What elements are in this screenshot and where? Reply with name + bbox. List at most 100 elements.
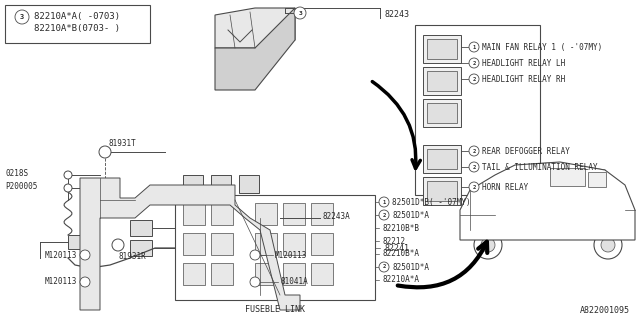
Text: M120113: M120113: [45, 251, 77, 260]
Text: REAR DEFOGGER RELAY: REAR DEFOGGER RELAY: [482, 147, 570, 156]
Text: 81931T: 81931T: [108, 139, 136, 148]
Bar: [427, 103, 457, 123]
Bar: [68, 235, 88, 249]
Bar: [423, 35, 461, 63]
Bar: [175, 195, 375, 300]
Circle shape: [469, 74, 479, 84]
Text: 81931R: 81931R: [118, 252, 146, 261]
Polygon shape: [495, 163, 550, 185]
Bar: [423, 99, 461, 127]
Circle shape: [80, 277, 90, 287]
Text: 82210A*A( -0703): 82210A*A( -0703): [34, 12, 120, 21]
Circle shape: [379, 210, 389, 220]
Bar: [183, 263, 205, 285]
Bar: [427, 181, 457, 201]
Bar: [239, 175, 259, 193]
Bar: [311, 203, 333, 225]
Text: FUSEBLE LINK: FUSEBLE LINK: [245, 305, 305, 314]
Polygon shape: [560, 163, 610, 185]
Bar: [255, 263, 277, 285]
Text: 82501D*B( -'07MY): 82501D*B( -'07MY): [392, 197, 470, 206]
Text: 2: 2: [472, 164, 476, 170]
Polygon shape: [215, 8, 295, 90]
FancyArrowPatch shape: [372, 82, 420, 168]
Bar: [183, 203, 205, 225]
Circle shape: [64, 184, 72, 192]
Bar: [427, 71, 457, 91]
Circle shape: [379, 262, 389, 272]
Text: MAIN FAN RELAY 1 ( -'07MY): MAIN FAN RELAY 1 ( -'07MY): [482, 43, 602, 52]
Text: 81041A: 81041A: [280, 277, 308, 286]
Text: 2: 2: [472, 148, 476, 154]
Circle shape: [469, 146, 479, 156]
Text: 82212: 82212: [382, 236, 405, 245]
Bar: [427, 149, 457, 169]
Text: HORN RELAY: HORN RELAY: [482, 182, 528, 191]
Bar: [415, 25, 540, 195]
Bar: [311, 263, 333, 285]
Text: 82501D*A: 82501D*A: [392, 211, 429, 220]
Text: 3: 3: [298, 11, 302, 15]
Text: 82241: 82241: [384, 244, 409, 252]
Circle shape: [112, 239, 124, 251]
Text: 82210A*A: 82210A*A: [382, 276, 419, 284]
Bar: [550, 168, 585, 186]
Circle shape: [80, 250, 90, 260]
Bar: [423, 67, 461, 95]
Text: 2: 2: [382, 265, 386, 269]
Circle shape: [250, 277, 260, 287]
Circle shape: [294, 7, 306, 19]
Bar: [183, 233, 205, 255]
Bar: [423, 177, 461, 205]
Bar: [427, 39, 457, 59]
Polygon shape: [465, 195, 490, 215]
Circle shape: [481, 238, 495, 252]
Bar: [211, 233, 233, 255]
Text: 82501D*A: 82501D*A: [392, 262, 429, 271]
Bar: [255, 233, 277, 255]
Text: 2: 2: [472, 60, 476, 66]
Circle shape: [64, 171, 72, 179]
Circle shape: [99, 146, 111, 158]
Polygon shape: [215, 8, 295, 48]
Bar: [211, 263, 233, 285]
Polygon shape: [80, 178, 300, 310]
Circle shape: [474, 231, 502, 259]
Bar: [311, 233, 333, 255]
Bar: [283, 263, 305, 285]
Text: 2: 2: [472, 76, 476, 82]
Text: P200005: P200005: [5, 181, 37, 190]
Bar: [283, 233, 305, 255]
Polygon shape: [460, 162, 635, 240]
Text: 82243A: 82243A: [322, 212, 349, 220]
Circle shape: [250, 250, 260, 260]
Bar: [183, 175, 203, 193]
Bar: [423, 145, 461, 173]
Circle shape: [469, 162, 479, 172]
Circle shape: [15, 10, 29, 24]
Text: 0218S: 0218S: [5, 169, 28, 178]
Text: M120113: M120113: [45, 277, 77, 286]
Text: 82210B*A: 82210B*A: [382, 250, 419, 259]
Bar: [283, 203, 305, 225]
Circle shape: [379, 197, 389, 207]
Circle shape: [594, 231, 622, 259]
Circle shape: [601, 238, 615, 252]
Text: A822001095: A822001095: [580, 306, 630, 315]
Bar: [130, 240, 152, 256]
Text: 3: 3: [20, 14, 24, 20]
Bar: [130, 220, 152, 236]
Circle shape: [469, 42, 479, 52]
Circle shape: [469, 58, 479, 68]
Text: 82210B*B: 82210B*B: [382, 223, 419, 233]
Text: TAIL & ILLUMINATION RELAY: TAIL & ILLUMINATION RELAY: [482, 163, 598, 172]
Bar: [255, 203, 277, 225]
Text: 82243: 82243: [384, 10, 409, 19]
Text: 82210A*B(0703- ): 82210A*B(0703- ): [34, 24, 120, 33]
Text: 1: 1: [472, 44, 476, 50]
Text: 2: 2: [472, 185, 476, 189]
Bar: [588, 172, 606, 187]
Text: HEADLIGHT RELAY RH: HEADLIGHT RELAY RH: [482, 75, 565, 84]
FancyArrowPatch shape: [397, 242, 487, 287]
Text: 2: 2: [382, 212, 386, 218]
